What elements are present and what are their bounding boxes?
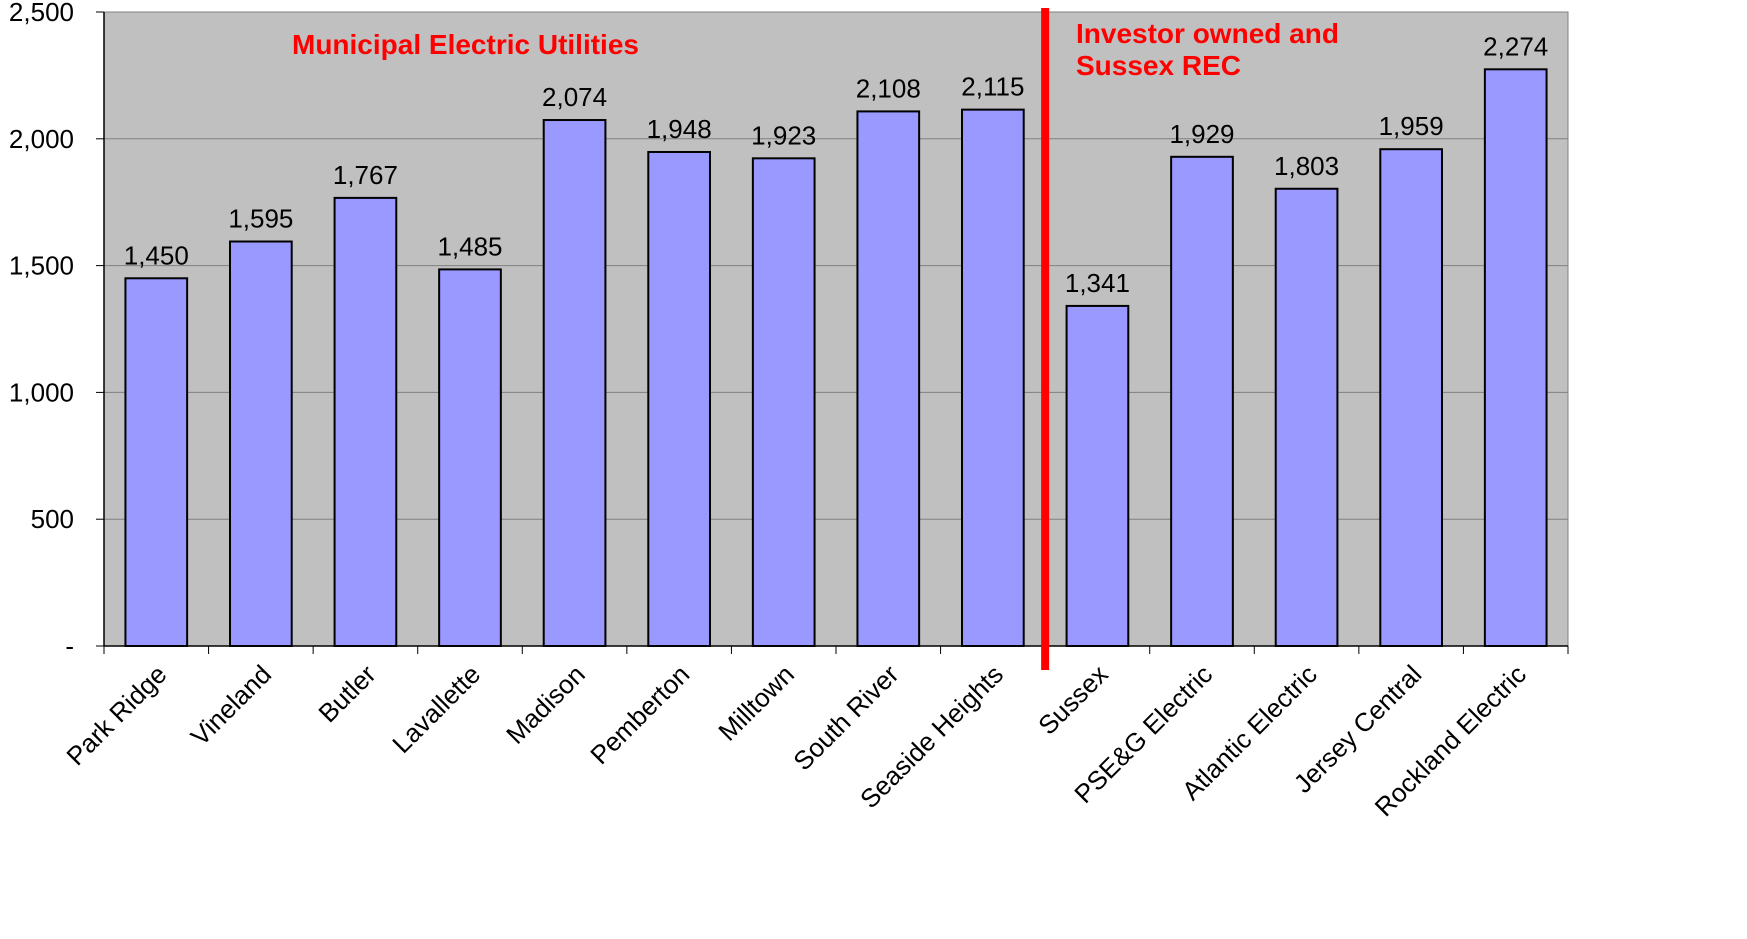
data-label: 1,595 (228, 204, 293, 234)
x-tick-label: Milltown (712, 659, 800, 747)
bar (333, 196, 398, 647)
bar (1379, 148, 1443, 647)
y-tick-label: 1,000 (9, 377, 74, 407)
data-label: 1,341 (1065, 268, 1130, 298)
data-label: 1,948 (647, 114, 712, 144)
bar (856, 110, 921, 648)
data-label: 1,485 (437, 231, 502, 261)
data-label: 1,450 (124, 240, 189, 270)
x-tick-label: Butler (312, 659, 381, 728)
data-label: 2,074 (542, 82, 607, 112)
annotation-investor-line2: Sussex REC (1076, 50, 1241, 81)
x-tick-label: Sussex (1032, 659, 1114, 741)
data-label: 2,274 (1483, 31, 1548, 61)
bar (542, 119, 607, 647)
x-tick-label: Vineland (185, 659, 277, 751)
bar (1483, 68, 1548, 647)
y-tick-label: 500 (31, 504, 74, 534)
bar (1170, 155, 1234, 647)
y-axis-ticks: - 500 1,000 1,500 2,000 2,500 (9, 0, 1568, 661)
data-label: 1,767 (333, 160, 398, 190)
data-labels: 1,450 1,595 1,767 1,485 2,074 1,948 1,923 2,108… (124, 31, 1549, 298)
bar (229, 240, 293, 647)
plot-area (103, 11, 1569, 647)
y-tick-label: 1,500 (9, 251, 74, 281)
bar (438, 268, 502, 647)
x-tick-label: Madison (500, 659, 591, 750)
y-tick-label: - (65, 631, 74, 661)
x-tick-label: Park Ridge (60, 659, 172, 771)
bar (961, 108, 1025, 648)
x-axis-ticks: Park Ridge Vineland Butler Lavallette Madiso… (60, 646, 1569, 822)
bars (124, 68, 1548, 648)
y-tick-label: 2,000 (9, 124, 74, 154)
bar (751, 157, 816, 647)
x-tick-label: Pemberton (584, 659, 695, 770)
data-label: 1,929 (1169, 119, 1234, 149)
bar (124, 277, 189, 647)
data-label: 2,108 (856, 73, 921, 103)
y-tick-label: 2,500 (9, 0, 74, 27)
data-label: 1,959 (1379, 111, 1444, 141)
data-label: 1,803 (1274, 151, 1339, 181)
bar (1274, 187, 1339, 648)
bar (647, 150, 711, 647)
x-tick-label: Lavallette (386, 659, 486, 759)
bar (1065, 304, 1130, 647)
data-label: 2,115 (961, 72, 1024, 102)
annotation-municipal: Municipal Electric Utilities (292, 29, 639, 60)
data-label: 1,923 (751, 120, 816, 150)
annotation-investor-line1: Investor owned and (1076, 18, 1339, 49)
